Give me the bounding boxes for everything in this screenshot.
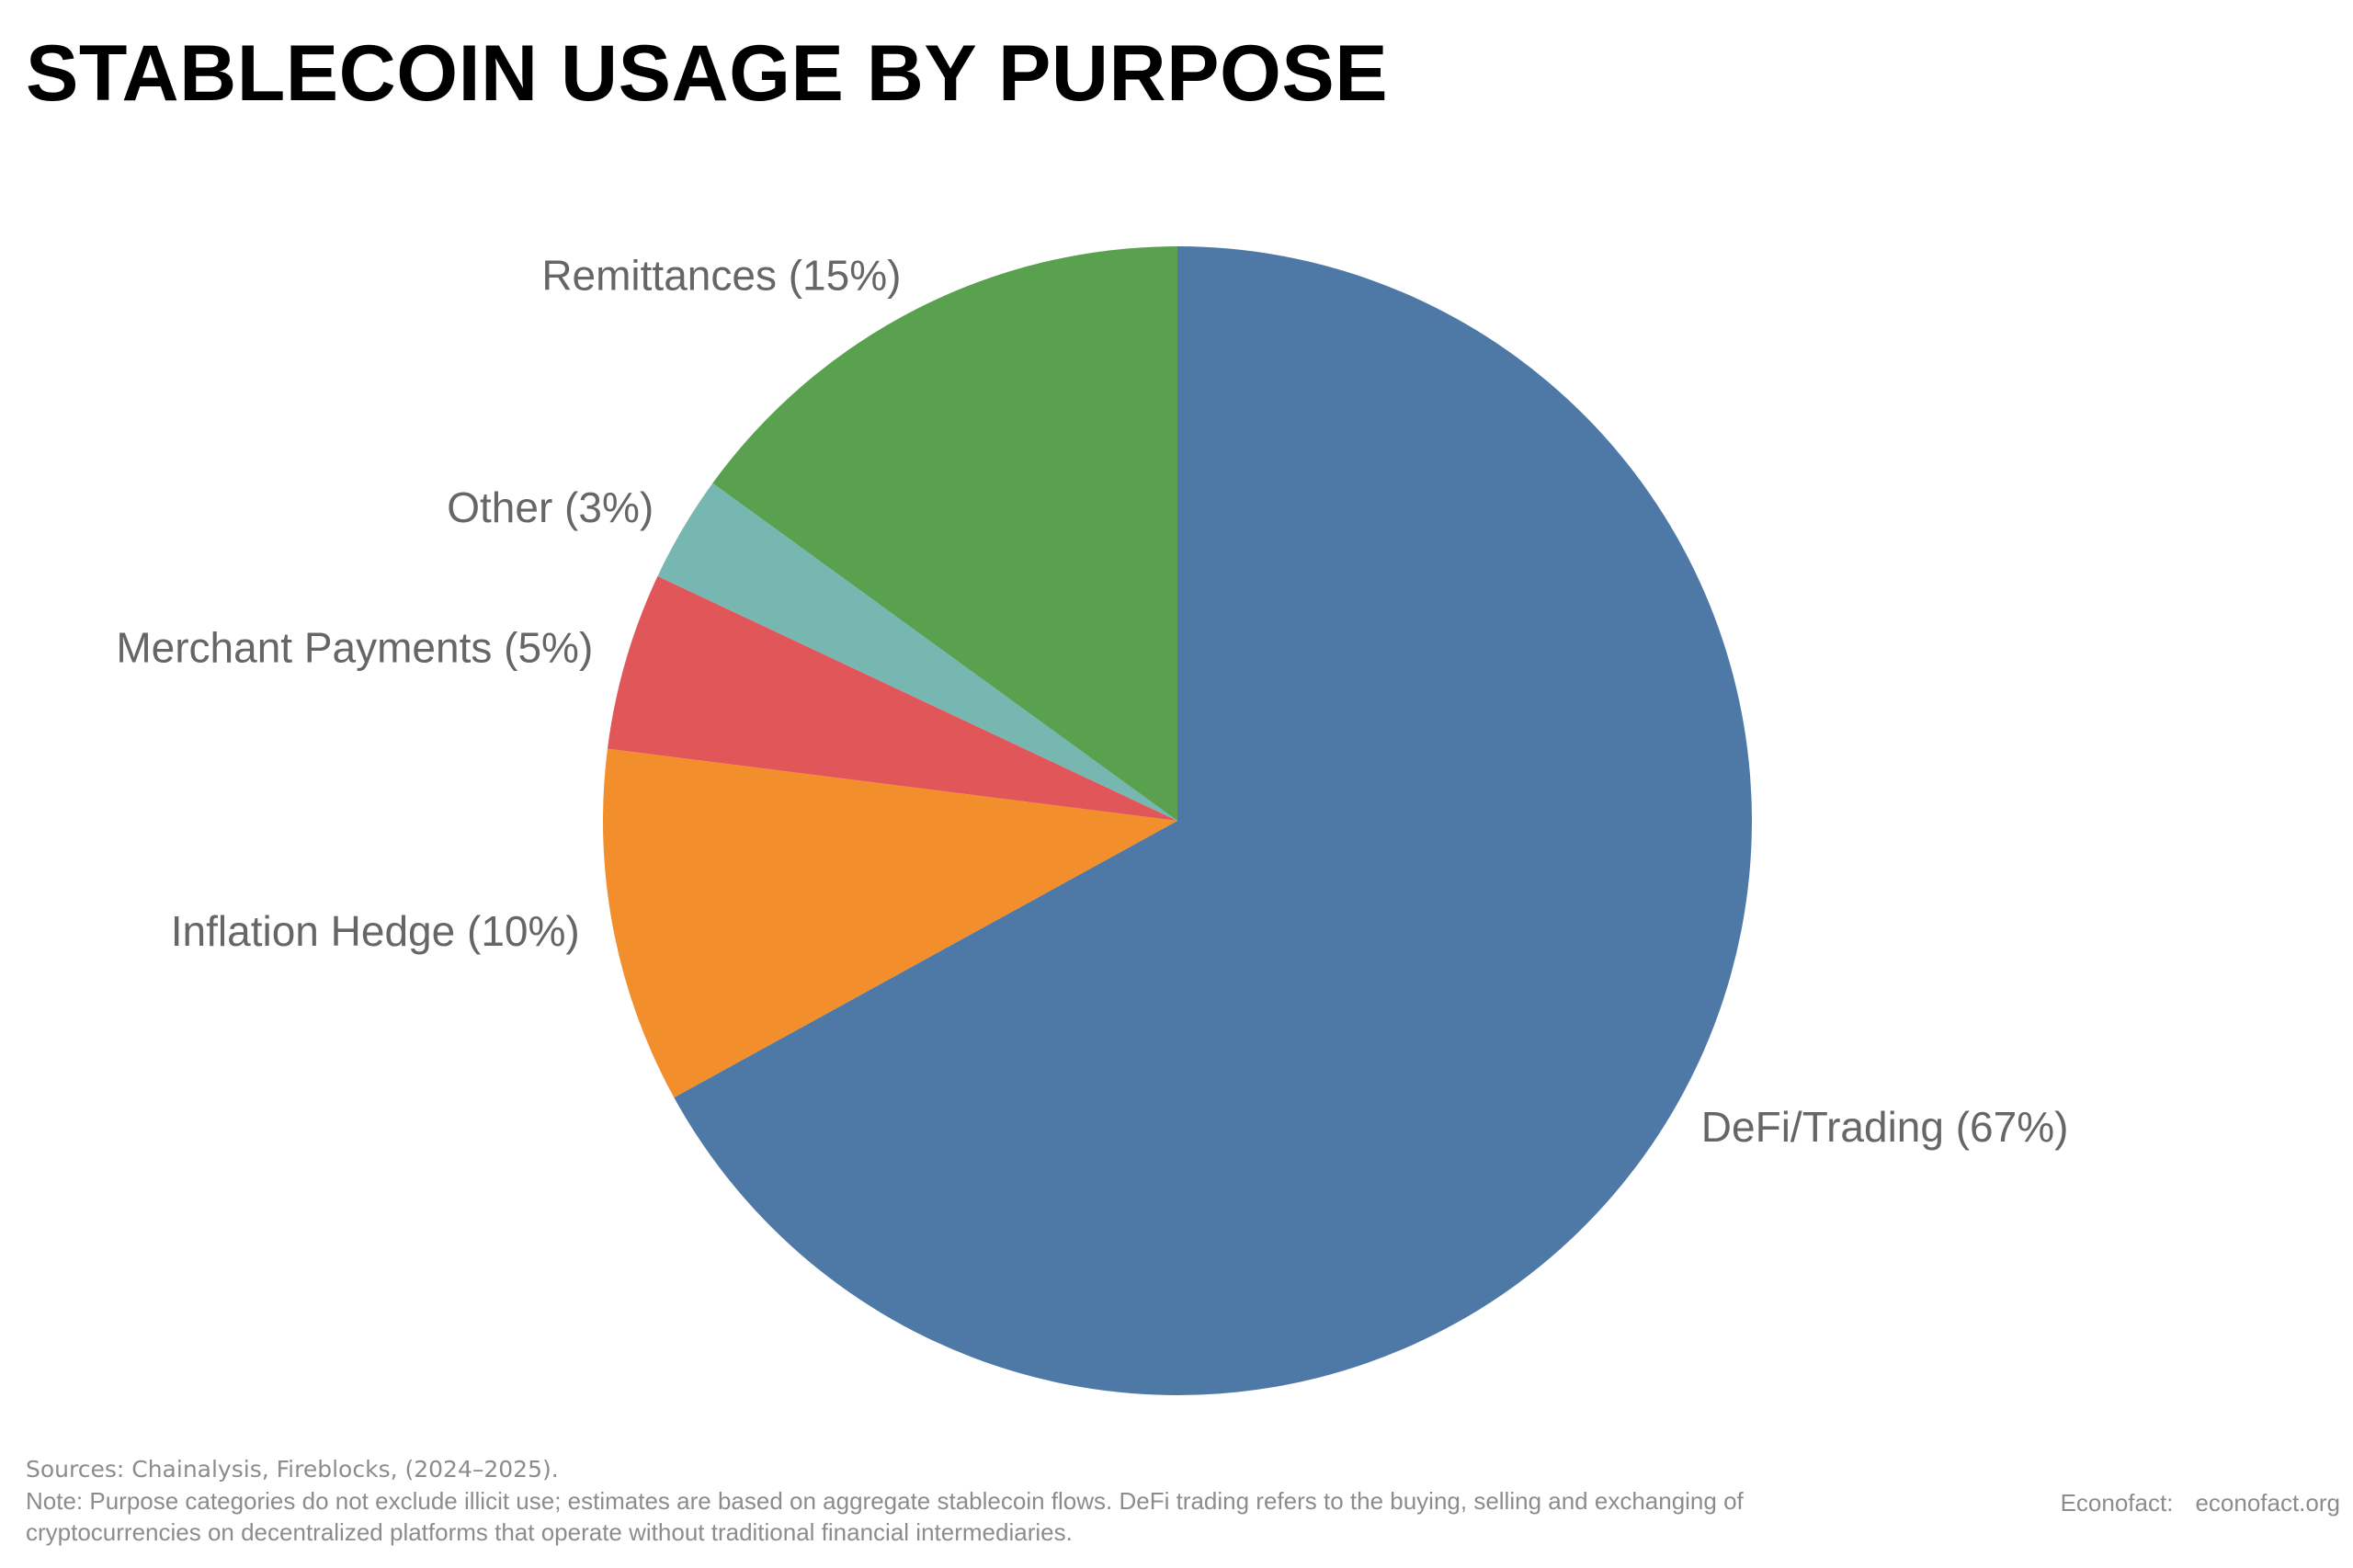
pie-slice-2 (607, 575, 1177, 821)
sources-text: Sources: Chainalysis, Fireblocks, (2024–… (26, 1456, 559, 1483)
pie-label-1: Inflation Hedge (10%) (171, 907, 580, 955)
pie-slice-0 (674, 246, 1753, 1395)
pie-label-2: Merchant Payments (5%) (116, 623, 593, 671)
chart-footer: Sources: Chainalysis, Fireblocks, (2024–… (26, 1454, 1827, 1548)
pie-slice-3 (657, 483, 1177, 821)
publisher-name: Econofact: (2060, 1489, 2174, 1517)
pie-slice-4 (712, 246, 1177, 821)
pie-label-0: DeFi/Trading (67%) (1701, 1103, 2069, 1151)
website-link[interactable]: econofact.org (2195, 1489, 2340, 1517)
note-text: Note: Purpose categories do not exclude … (26, 1487, 1744, 1546)
pie-labels: DeFi/Trading (67%) Inflation Hedge (10%) M… (116, 251, 2068, 1151)
credit: Econofact: econofact.org (2061, 1487, 2340, 1518)
pie-label-4: Remittances (15%) (541, 251, 901, 299)
pie-slices (603, 246, 1753, 1395)
chart-title: STABLECOIN USAGE BY PURPOSE (26, 29, 1389, 118)
pie-label-3: Other (3%) (447, 483, 654, 531)
pie-slice-1 (603, 748, 1177, 1098)
